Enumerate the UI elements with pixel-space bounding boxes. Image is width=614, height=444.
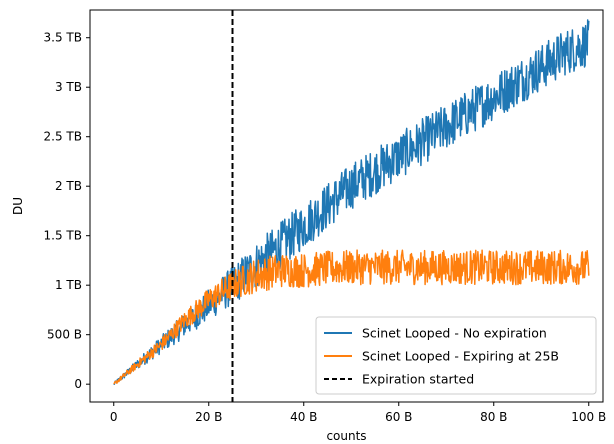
x-axis: 0 20 B 40 B 60 B 80 B 100 B (110, 402, 606, 424)
y-tick-label: 2 TB (55, 179, 82, 193)
y-tick-label: 2.5 TB (44, 130, 82, 144)
series-line-1 (113, 19, 590, 385)
y-tick-label: 0 (74, 377, 82, 391)
x-tick-label: 80 B (480, 410, 507, 424)
y-axis: 0 500 B 1 TB 1.5 TB 2 TB 2.5 TB 3 TB 3.5 TB (44, 31, 90, 391)
y-axis-title: DU (11, 197, 25, 215)
y-tick-label: 500 B (47, 328, 82, 342)
legend: Scinet Looped - No expiration Scinet Loop… (315, 316, 597, 395)
x-tick-label: 40 B (290, 410, 317, 424)
plot-area (113, 10, 590, 402)
x-tick-label: 100 B (571, 410, 606, 424)
legend-label-1: Scinet Looped - No expiration (362, 326, 547, 341)
y-tick-label: 1.5 TB (44, 229, 82, 243)
series-line-2 (113, 249, 590, 385)
x-axis-title: counts (326, 429, 366, 443)
y-tick-label: 1 TB (55, 278, 82, 292)
x-tick-label: 20 B (195, 410, 222, 424)
x-tick-label: 0 (110, 410, 118, 424)
x-tick-label: 60 B (385, 410, 412, 424)
legend-label-3: Expiration started (362, 372, 474, 387)
y-tick-label: 3 TB (55, 80, 82, 94)
legend-box (315, 316, 597, 395)
legend-label-2: Scinet Looped - Expiring at 25B (362, 349, 559, 364)
y-tick-label: 3.5 TB (44, 31, 82, 45)
axes-frame (89, 9, 604, 403)
